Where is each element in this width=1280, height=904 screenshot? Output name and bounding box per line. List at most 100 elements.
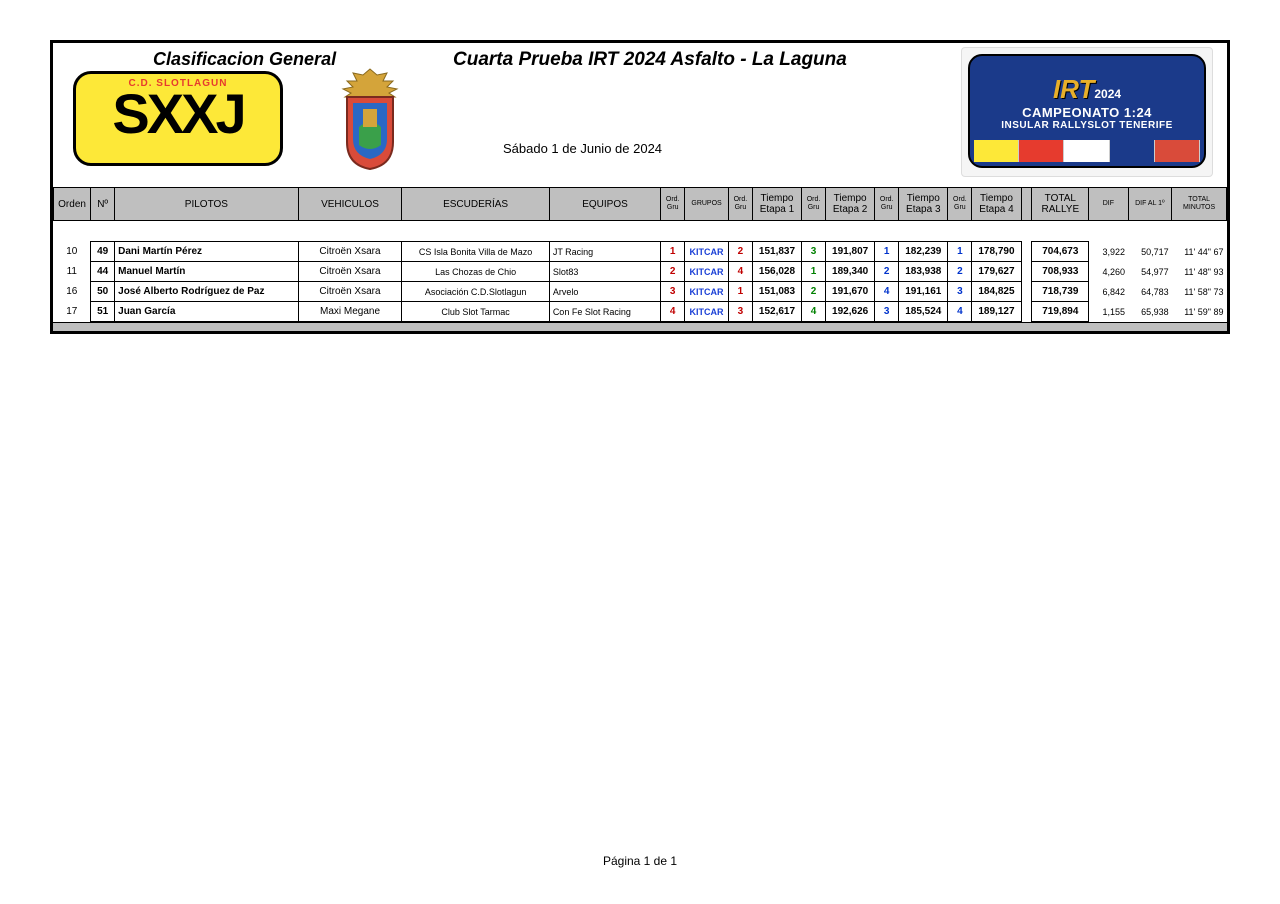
col-t2: Tiempo Etapa 2 — [826, 188, 875, 221]
cell-total: 708,933 — [1032, 262, 1089, 282]
cell-total: 718,739 — [1032, 282, 1089, 302]
event-date: Sábado 1 de Junio de 2024 — [503, 141, 662, 156]
cell-vehiculo: Maxi Megane — [298, 302, 402, 322]
irt-year: 2024 — [1094, 87, 1121, 101]
cell-t1: 156,028 — [752, 262, 801, 282]
cell-og1: 1 — [728, 282, 752, 302]
irt-championship-logo: IRT2024 CAMPEONATO 1:24 INSULAR RALLYSLO… — [961, 47, 1213, 177]
cell-equipo: Con Fe Slot Racing — [549, 302, 660, 322]
cell-og2: 4 — [802, 302, 826, 322]
cell-t2: 189,340 — [826, 262, 875, 282]
cell-dif1: 50,717 — [1128, 242, 1172, 262]
cell-gap — [1021, 262, 1032, 282]
cell-t2: 191,670 — [826, 282, 875, 302]
cell-equipo: Arvelo — [549, 282, 660, 302]
cell-og4: 4 — [948, 302, 972, 322]
municipal-crest-icon — [323, 67, 418, 172]
cell-equipo: Slot83 — [549, 262, 660, 282]
cell-dif1: 64,783 — [1128, 282, 1172, 302]
cell-dif: 6,842 — [1089, 282, 1128, 302]
cell-piloto: Manuel Martín — [115, 262, 298, 282]
cell-og2: 3 — [802, 242, 826, 262]
col-pilotos: PILOTOS — [115, 188, 298, 221]
cell-t2: 192,626 — [826, 302, 875, 322]
cell-gap — [1021, 242, 1032, 262]
col-dif1: DIF AL 1º — [1128, 188, 1172, 221]
col-ordgru2: Ord. Gru — [802, 188, 826, 221]
results-table: Orden Nº PILOTOS VEHICULOS ESCUDERÍAS EQ… — [53, 187, 1227, 322]
cell-grupo: KITCAR — [685, 242, 729, 262]
cell-og3: 3 — [875, 302, 899, 322]
cell-grupo: KITCAR — [685, 262, 729, 282]
cell-orden: 17 — [54, 302, 91, 322]
footer-bar — [53, 322, 1227, 331]
cell-min: 11' 59" 89 — [1172, 302, 1227, 322]
col-t1: Tiempo Etapa 1 — [752, 188, 801, 221]
cell-og1: 3 — [728, 302, 752, 322]
cell-orden: 11 — [54, 262, 91, 282]
col-ordgru1: Ord. Gru — [728, 188, 752, 221]
cell-piloto: Dani Martín Pérez — [115, 242, 298, 262]
table-row: 1144Manuel MartínCitroën XsaraLas Chozas… — [54, 262, 1227, 282]
cell-vehiculo: Citroën Xsara — [298, 262, 402, 282]
col-min: TOTAL MINUTOS — [1172, 188, 1227, 221]
cell-min: 11' 44" 67 — [1172, 242, 1227, 262]
col-vehiculos: VEHICULOS — [298, 188, 402, 221]
col-equipos: EQUIPOS — [549, 188, 660, 221]
cell-orden: 10 — [54, 242, 91, 262]
table-row: 1650José Alberto Rodríguez de PazCitroën… — [54, 282, 1227, 302]
table-row: 1049Dani Martín PérezCitroën XsaraCS Isl… — [54, 242, 1227, 262]
cell-escuderia: Las Chozas de Chio — [402, 262, 549, 282]
cell-dif1: 65,938 — [1128, 302, 1172, 322]
table-row: 1751Juan GarcíaMaxi MeganeClub Slot Tarm… — [54, 302, 1227, 322]
col-t4: Tiempo Etapa 4 — [972, 188, 1021, 221]
cell-piloto: Juan García — [115, 302, 298, 322]
cell-escuderia: Asociación C.D.Slotlagun — [402, 282, 549, 302]
col-num: Nº — [91, 188, 115, 221]
cell-t1: 152,617 — [752, 302, 801, 322]
irt-line2: INSULAR RALLYSLOT TENERIFE — [970, 120, 1204, 131]
cell-t2: 191,807 — [826, 242, 875, 262]
col-t3: Tiempo Etapa 3 — [899, 188, 948, 221]
col-orden: Orden — [54, 188, 91, 221]
cell-ordgru: 2 — [661, 262, 685, 282]
col-ordgru: Ord. Gru — [661, 188, 685, 221]
cell-num: 51 — [91, 302, 115, 322]
cell-ordgru: 4 — [661, 302, 685, 322]
cell-grupo: KITCAR — [685, 282, 729, 302]
cell-gap — [1021, 302, 1032, 322]
cell-og4: 3 — [948, 282, 972, 302]
cell-dif: 1,155 — [1089, 302, 1128, 322]
cell-gap — [1021, 282, 1032, 302]
cell-min: 11' 48" 93 — [1172, 262, 1227, 282]
col-total: TOTAL RALLYE — [1032, 188, 1089, 221]
cell-og3: 4 — [875, 282, 899, 302]
cell-ordgru: 1 — [661, 242, 685, 262]
cell-og3: 1 — [875, 242, 899, 262]
cell-grupo: KITCAR — [685, 302, 729, 322]
cell-num: 49 — [91, 242, 115, 262]
cell-vehiculo: Citroën Xsara — [298, 242, 402, 262]
col-gap — [1021, 188, 1032, 221]
report-header: Clasificacion General Cuarta Prueba IRT … — [53, 43, 1227, 187]
page-number: Página 1 de 1 — [50, 854, 1230, 868]
irt-brand: IRT — [1053, 74, 1094, 104]
cell-t3: 191,161 — [899, 282, 948, 302]
col-ordgru3: Ord. Gru — [875, 188, 899, 221]
sxxj-logo-main: SXXJ — [84, 89, 272, 139]
cell-piloto: José Alberto Rodríguez de Paz — [115, 282, 298, 302]
cell-t1: 151,083 — [752, 282, 801, 302]
cell-t3: 183,938 — [899, 262, 948, 282]
cell-dif1: 54,977 — [1128, 262, 1172, 282]
cell-equipo: JT Racing — [549, 242, 660, 262]
cell-og4: 1 — [948, 242, 972, 262]
classification-title: Clasificacion General — [153, 49, 336, 70]
cell-num: 44 — [91, 262, 115, 282]
cell-vehiculo: Citroën Xsara — [298, 282, 402, 302]
cell-og1: 2 — [728, 242, 752, 262]
cell-t4: 184,825 — [972, 282, 1021, 302]
event-title: Cuarta Prueba IRT 2024 Asfalto - La Lagu… — [453, 49, 847, 71]
cell-dif: 4,260 — [1089, 262, 1128, 282]
cell-escuderia: CS Isla Bonita Villa de Mazo — [402, 242, 549, 262]
col-escuderias: ESCUDERÍAS — [402, 188, 549, 221]
